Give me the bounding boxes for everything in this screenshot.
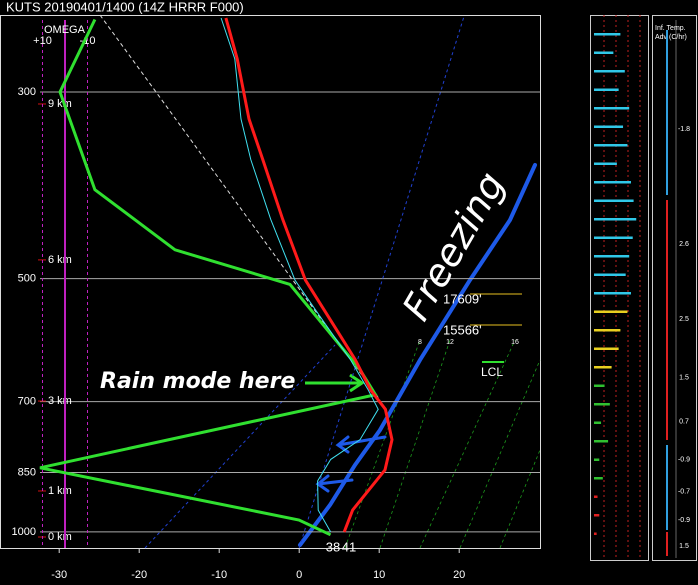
advection-bar	[594, 33, 621, 36]
advection-bar	[594, 181, 631, 184]
advection-bar	[594, 144, 628, 147]
y-tick-label: 850	[18, 466, 36, 478]
advection-value: -0.9	[678, 517, 690, 524]
lcl-label: LCL	[481, 365, 503, 379]
advection-value: -1.8	[678, 126, 690, 133]
y-tick-label: 700	[18, 395, 36, 407]
surface-temperature: 41	[342, 539, 356, 554]
advection-bar	[594, 366, 612, 369]
advection-bar	[594, 329, 621, 332]
advection-bar	[594, 384, 605, 387]
advection-bar	[594, 70, 625, 73]
mixing-ratio-label: 16	[511, 339, 519, 346]
rain-arrow	[305, 373, 365, 393]
x-tick-label: -10	[211, 569, 227, 581]
advection-bar	[594, 273, 626, 276]
height-label: 9 km	[48, 98, 72, 110]
annotation: Rain mode here	[100, 369, 295, 394]
advection-bar	[594, 310, 628, 313]
advection-bar	[594, 199, 634, 202]
advection-bar	[594, 421, 602, 424]
x-tick-label: -30	[51, 569, 67, 581]
advection-value: 1.5	[679, 375, 689, 382]
advection-bar	[594, 218, 637, 221]
plot-frame	[0, 15, 541, 549]
mixing-ratio-lines	[344, 339, 541, 549]
advection-bar	[594, 236, 633, 239]
height-label: 1 km	[48, 485, 72, 497]
advection-bar	[594, 477, 603, 480]
dewpoint-line	[220, 17, 379, 533]
advection-value: 1.5	[679, 543, 689, 550]
x-tick-label: -20	[131, 569, 147, 581]
advection-bar	[594, 125, 624, 128]
advection-bar	[594, 292, 631, 295]
height-label: 6 km	[48, 254, 72, 266]
advection-panel	[652, 15, 697, 561]
temperature-line	[224, 17, 394, 533]
omega-tick-label: +10	[33, 35, 52, 47]
omega-label: OMEGA	[44, 24, 86, 36]
advection-bar	[594, 51, 614, 54]
advection-bar	[594, 514, 600, 517]
mixing-ratio-label: 12	[446, 339, 454, 346]
x-tick-label: 20	[453, 569, 465, 581]
advection-bar	[594, 495, 598, 498]
advection-title: Adv (C/hr)	[655, 34, 687, 41]
bar-panel	[590, 15, 649, 561]
advection-value: -0.7	[678, 489, 690, 496]
omega-line	[39, 18, 378, 537]
level-label: 15566'	[443, 322, 482, 337]
advection-bar	[594, 403, 610, 406]
mixing-ratio-label: 8	[418, 339, 422, 346]
height-label: 3 km	[48, 395, 72, 407]
advection-bar	[594, 107, 630, 110]
level-label: 17609'	[443, 291, 482, 306]
advection-bar	[594, 532, 597, 535]
wetbulb-zero-line	[144, 344, 336, 549]
x-tick-label: 10	[373, 569, 385, 581]
dry-adiabat	[99, 14, 381, 401]
advection-bar	[594, 255, 630, 258]
advection-value: -0.9	[678, 457, 690, 464]
advection-bar	[594, 88, 619, 91]
y-tick-label: 500	[18, 273, 36, 285]
advection-bar	[594, 458, 600, 461]
y-tick-label: 300	[18, 86, 36, 98]
advection-bar	[594, 440, 609, 443]
advection-value: 2.5	[679, 316, 689, 323]
x-tick-label: 0	[296, 569, 302, 581]
header: KUTS 20190401/1400 (14Z HRRR F000)	[6, 0, 244, 14]
advection-value: 2.6	[679, 241, 689, 248]
y-tick-label: 1000	[12, 526, 36, 538]
advection-value: 0.7	[679, 419, 689, 426]
advection-bar	[594, 162, 617, 165]
advection-title: Inf. Temp.	[655, 25, 686, 32]
surface-dewpoint: 38	[326, 539, 340, 554]
height-label: 0 km	[48, 531, 72, 543]
advection-bar	[594, 347, 619, 350]
